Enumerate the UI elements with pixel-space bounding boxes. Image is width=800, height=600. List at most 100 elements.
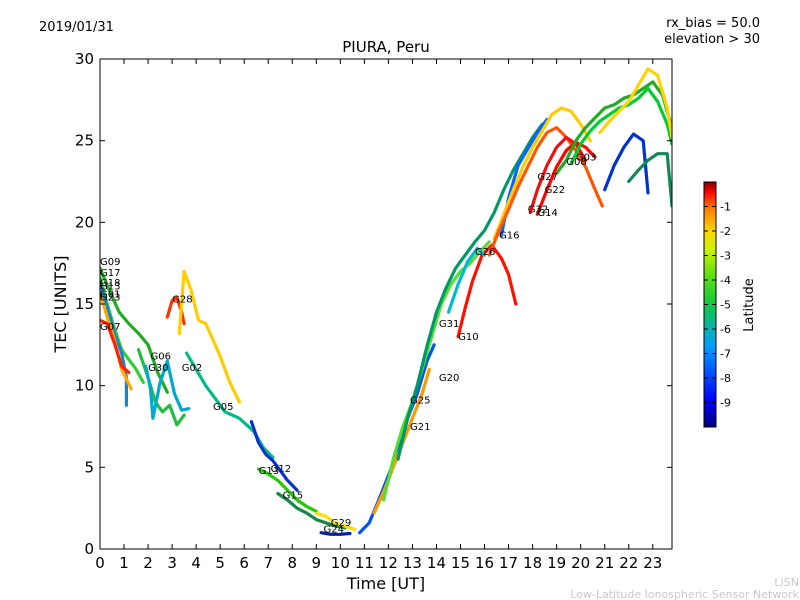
sat-label-g31: G31 — [439, 319, 459, 330]
rx-bias-label: rx_bias = 50.0 — [666, 16, 760, 31]
series-g13 — [249, 420, 299, 492]
sat-label-g14: G14 — [537, 208, 557, 219]
series-g26 — [446, 246, 487, 314]
y-tick-label: 5 — [84, 458, 94, 476]
series-g15 — [276, 491, 347, 530]
y-tick-label: 15 — [75, 295, 94, 313]
x-tick-label: 14 — [427, 554, 446, 572]
sat-label-g16: G16 — [499, 231, 519, 242]
sat-label-g22: G22 — [545, 185, 565, 196]
sat-label-g03: G03 — [576, 152, 596, 163]
y-tick-label: 20 — [75, 213, 94, 231]
colorbar-tick-label: -2 — [720, 225, 731, 238]
colorbar: -1 -2 -3 -4 -5 -6 -7 -8 -9 Latitude — [703, 181, 757, 428]
x-tick-label: 23 — [643, 554, 662, 572]
sat-label-g23: G23 — [100, 293, 120, 304]
series-g27 — [492, 106, 592, 241]
sat-label-g12: G12 — [271, 464, 291, 475]
x-tick-label: 17 — [499, 554, 518, 572]
colorbar-tick-label: -4 — [720, 274, 731, 287]
x-tick-label: 18 — [523, 554, 542, 572]
x-tick-label: 20 — [571, 554, 590, 572]
colorbar-label: Latitude — [742, 278, 757, 332]
date-label: 2019/01/31 — [39, 20, 114, 35]
series-g28 — [165, 295, 186, 326]
series-g29 — [314, 511, 357, 532]
sat-label-g13: G13 — [100, 281, 120, 292]
y-tick-label: 30 — [75, 50, 94, 68]
x-tick-label: 13 — [403, 554, 422, 572]
sat-label-g05: G05 — [213, 402, 233, 413]
x-tick-label: 16 — [475, 554, 494, 572]
y-tick-label: 0 — [84, 540, 94, 558]
sat-label-g28: G28 — [172, 294, 192, 305]
series-g11 — [598, 67, 672, 139]
sat-label-g26: G26 — [475, 247, 495, 258]
colorbar-tick-label: -7 — [720, 348, 731, 361]
x-axis-label: Time [UT] — [346, 574, 425, 593]
x-tick-label: 9 — [312, 554, 322, 572]
series-g30 — [144, 359, 191, 420]
y-axis-label: TEC [UNITS] — [51, 256, 70, 354]
x-tick-label: 0 — [95, 554, 105, 572]
x-tick-label: 10 — [331, 554, 350, 572]
colorbar-tick-label: -9 — [720, 397, 731, 410]
series-g22 — [487, 125, 604, 257]
sat-label-g24: G24 — [324, 525, 344, 536]
x-tick-label: 22 — [619, 554, 638, 572]
y-axis: 0 5 10 15 20 25 30 — [75, 50, 672, 558]
sat-label-g17: G17 — [100, 268, 120, 279]
sat-label-g02: G02 — [182, 363, 202, 374]
series-g12 — [257, 467, 318, 513]
sat-label-g01: G01 — [100, 289, 120, 300]
series-g08 — [554, 80, 672, 175]
sat-label-g06: G06 — [150, 352, 170, 363]
x-tick-label: 4 — [191, 554, 201, 572]
series-g19 — [627, 152, 672, 208]
x-tick-label: 11 — [355, 554, 374, 572]
sat-label-g15: G15 — [283, 490, 303, 501]
x-tick-label: 6 — [239, 554, 249, 572]
sat-label-g29: G29 — [331, 518, 351, 529]
x-tick-label: 21 — [595, 554, 614, 572]
x-tick-label: 15 — [451, 554, 470, 572]
series-g24 — [319, 531, 352, 536]
series-g09 — [100, 266, 169, 394]
sat-label-g25: G25 — [410, 396, 430, 407]
series-g14 — [535, 140, 597, 216]
sat-label-g20: G20 — [439, 373, 459, 384]
sat-label-g07: G07 — [100, 322, 120, 333]
series-g02 — [177, 269, 241, 404]
y-tick-label: 10 — [75, 377, 94, 395]
sat-label-g09: G09 — [100, 257, 120, 268]
sat-label-g21: G21 — [410, 422, 430, 433]
colorbar-tick-label: -6 — [720, 323, 731, 336]
footer-network: Low-Latitude Ionospheric Sensor Network — [570, 588, 799, 600]
chart-title: PIURA, Peru — [342, 38, 429, 56]
sat-label-g27: G27 — [537, 172, 557, 183]
sat-label-g18: G18 — [100, 278, 120, 289]
x-tick-label: 8 — [287, 554, 297, 572]
series-g01 — [603, 132, 650, 195]
series-g05 — [184, 351, 275, 460]
series-g10 — [456, 243, 518, 339]
x-tick-label: 5 — [215, 554, 225, 572]
colorbar-tick-label: -3 — [720, 250, 731, 263]
x-tick-label: 12 — [379, 554, 398, 572]
colorbar-tick-label: -1 — [720, 201, 731, 214]
colorbar-tick-label: -8 — [720, 372, 731, 385]
series-layer — [100, 67, 672, 536]
x-tick-label: 3 — [167, 554, 177, 572]
sat-label-g10: G10 — [458, 332, 478, 343]
sat-label-g13: G13 — [259, 466, 279, 477]
sat-label-g32: G32 — [528, 205, 548, 216]
x-tick-label: 19 — [547, 554, 566, 572]
x-tick-label: 1 — [119, 554, 129, 572]
series-g07 — [100, 318, 131, 375]
footer-lisn: LISN — [774, 576, 799, 589]
series-g31 — [396, 122, 544, 461]
y-tick-label: 25 — [75, 132, 94, 150]
